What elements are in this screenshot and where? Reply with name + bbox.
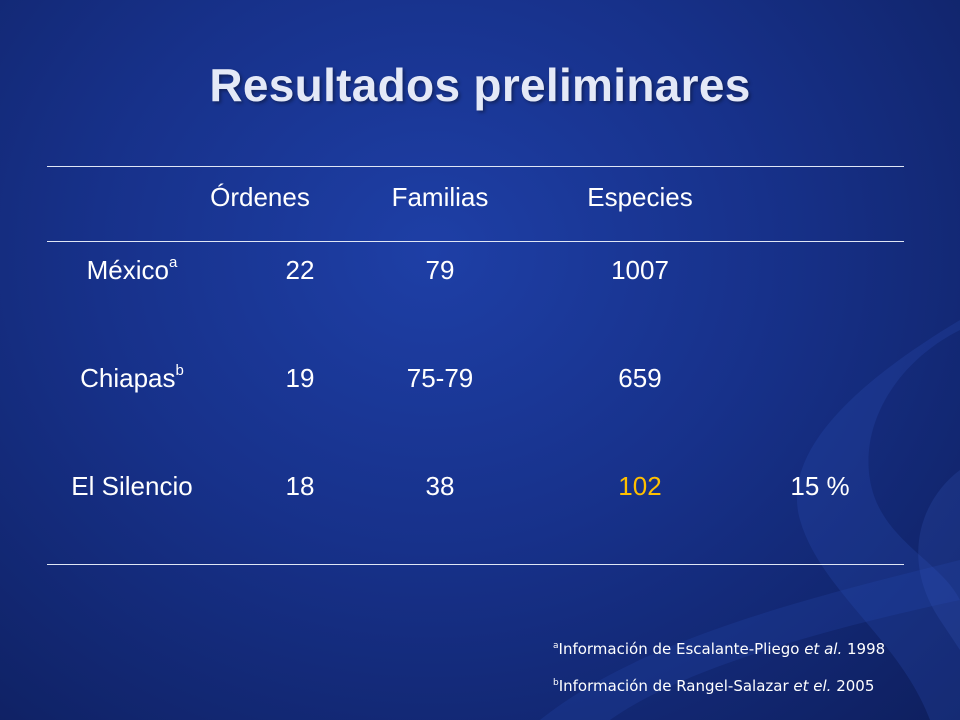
cell-percentage: 15 %	[790, 471, 850, 501]
row-region-chiapas: Chiapasb	[80, 362, 184, 393]
header-especies: Especies	[587, 182, 693, 212]
table-top-rule	[47, 166, 904, 167]
cell-especies-highlight: 102	[618, 471, 662, 501]
footnote-b: bInformación de Rangel-Salazar et el. 20…	[553, 677, 875, 695]
cell-familias: 79	[425, 255, 455, 285]
cell-ordenes: 18	[285, 471, 315, 501]
footnote-a: aInformación de Escalante-Pliego et al. …	[553, 640, 886, 658]
footnote-marker-b: b	[175, 362, 184, 380]
row-region-mexico: Méxicoa	[86, 254, 178, 285]
header-ordenes: Órdenes	[210, 182, 310, 212]
cell-familias: 75-79	[406, 363, 474, 393]
footnote-marker-a: a	[169, 254, 178, 272]
table-bottom-rule	[47, 564, 904, 565]
slide-title: Resultados preliminares	[209, 59, 751, 111]
table-header-rule	[47, 241, 904, 242]
cell-especies: 659	[618, 363, 662, 393]
cell-ordenes: 22	[285, 255, 315, 285]
cell-especies: 1007	[611, 255, 669, 285]
row-region-el-silencio: El Silencio	[71, 471, 193, 501]
cell-familias: 38	[425, 471, 455, 501]
cell-ordenes: 19	[285, 363, 315, 393]
header-familias: Familias	[391, 182, 489, 212]
